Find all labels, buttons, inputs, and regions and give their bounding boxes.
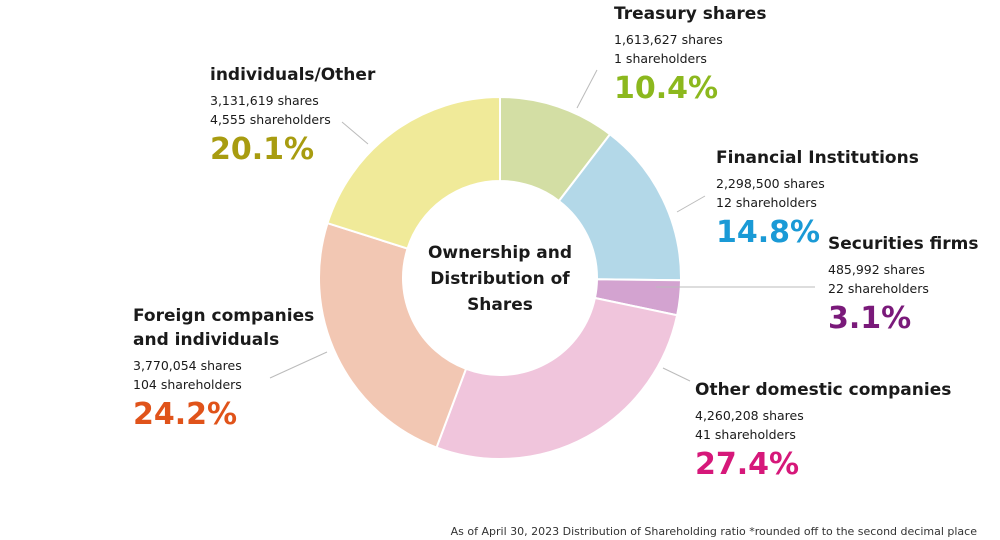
leader-line bbox=[662, 367, 691, 382]
value-label: 14.8% bbox=[716, 215, 821, 250]
share-count: 3,131,619 shares bbox=[210, 93, 319, 108]
shareholder-count: 12 shareholders bbox=[716, 195, 817, 210]
value-label: 24.2% bbox=[133, 397, 238, 432]
share-count: 1,613,627 shares bbox=[614, 32, 723, 47]
slice-label: individuals/Other 3,131,619 shares 4,555 s… bbox=[210, 63, 410, 169]
category-name: Other domestic companies bbox=[695, 380, 952, 400]
value-label: 27.4% bbox=[695, 447, 800, 482]
share-count: 4,260,208 shares bbox=[695, 408, 804, 423]
shareholder-count: 41 shareholders bbox=[695, 427, 796, 442]
share-count: 2,298,500 shares bbox=[716, 176, 825, 191]
category-name: Treasury shares bbox=[614, 4, 767, 24]
category-name: Financial Institutions bbox=[716, 148, 919, 168]
slice-label: Treasury shares 1,613,627 shares 1 shareho… bbox=[614, 2, 814, 108]
slice-label: Securities firms 485,992 shares 22 shareho… bbox=[828, 232, 1000, 338]
value-label: 20.1% bbox=[210, 132, 315, 167]
shareholder-count: 1 shareholders bbox=[614, 51, 707, 66]
value-label: 3.1% bbox=[828, 301, 912, 336]
share-count: 3,770,054 shares bbox=[133, 358, 242, 373]
slice bbox=[435, 296, 679, 460]
leader-line bbox=[269, 351, 328, 379]
slice-label: Foreign companies and individuals 3,770,0… bbox=[133, 304, 323, 434]
slice-label: Other domestic companies 4,260,208 shares… bbox=[695, 378, 975, 484]
category-name: Securities firms bbox=[828, 234, 979, 254]
value-label: 10.4% bbox=[614, 71, 719, 106]
footnote: As of April 30, 2023 Distribution of Sha… bbox=[450, 525, 977, 538]
slice bbox=[318, 221, 468, 449]
leader-line bbox=[676, 195, 706, 213]
chart-title: Ownership and Distribution of Shares bbox=[427, 243, 573, 315]
slice bbox=[557, 132, 682, 282]
shareholder-count: 22 shareholders bbox=[828, 281, 929, 296]
category-name: Foreign companies and individuals bbox=[133, 306, 315, 350]
shareholder-count: 4,555 shareholders bbox=[210, 112, 331, 127]
slice-label: Financial Institutions 2,298,500 shares 12… bbox=[716, 146, 976, 252]
shareholder-count: 104 shareholders bbox=[133, 377, 242, 392]
slice bbox=[326, 95, 501, 250]
category-name: individuals/Other bbox=[210, 65, 376, 85]
leader-line bbox=[576, 69, 598, 109]
leader-line bbox=[341, 121, 369, 145]
share-count: 485,992 shares bbox=[828, 262, 925, 277]
